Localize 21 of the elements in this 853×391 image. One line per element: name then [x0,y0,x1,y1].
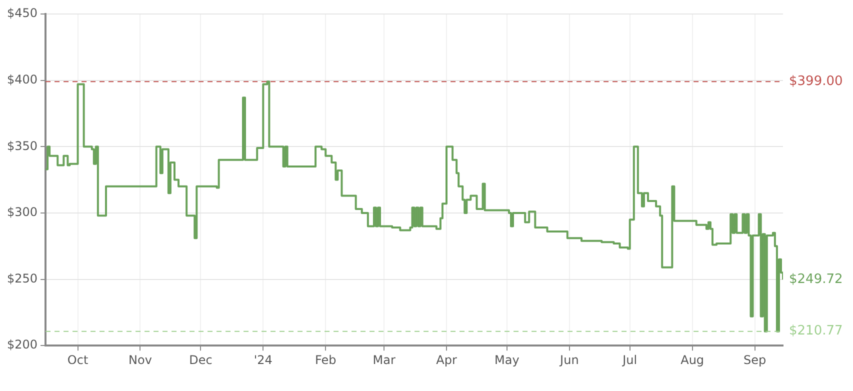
x-tick-label: Apr [436,352,457,367]
x-tick-label: Nov [128,352,152,367]
x-tick-label: Feb [314,352,336,367]
x-tick-label: Dec [189,352,212,367]
annotation: $249.72 [789,272,843,288]
x-tick-label: May [494,352,520,367]
x-tick-label: Jun [559,352,579,367]
y-tick-label: $450 [6,6,38,20]
x-tick-label: Oct [67,352,88,367]
ref-line-label: $399.00 [789,74,843,90]
y-tick-label: $400 [6,72,38,86]
x-tick-label: Mar [372,352,396,367]
x-tick-label: Sep [743,352,766,367]
x-tick-label: Aug [680,352,704,367]
y-tick-label: $200 [6,338,38,352]
x-tick-label: Jul [622,352,638,367]
ref-line-label: $210.77 [789,324,843,339]
y-tick-label: $250 [6,271,38,286]
x-tick-label: '24 [254,352,272,367]
y-tick-label: $350 [6,138,38,153]
y-tick-label: $300 [6,205,38,220]
